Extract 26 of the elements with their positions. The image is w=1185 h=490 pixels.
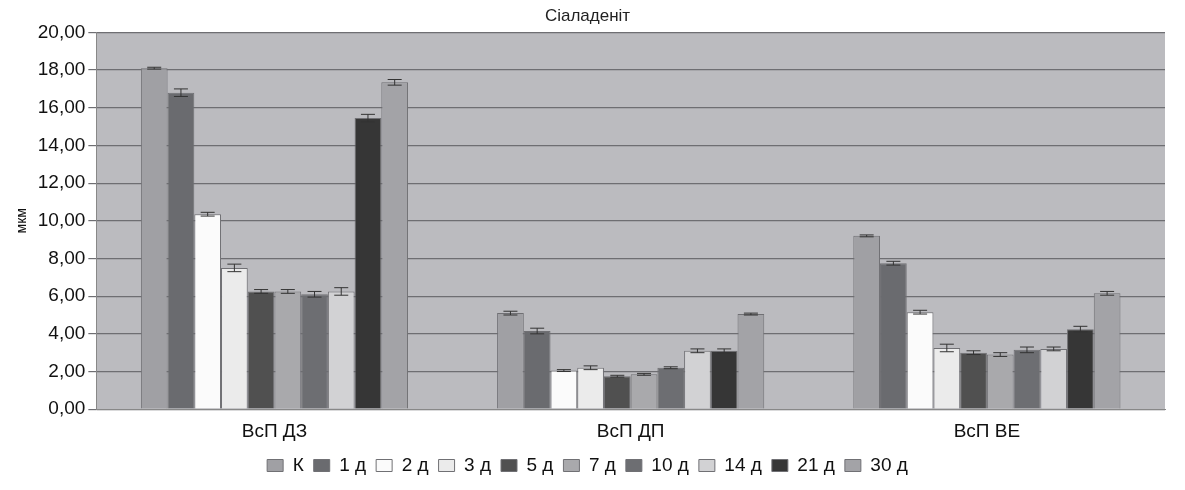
y-tick-label: 16,00 [37, 95, 86, 117]
legend-label: 10 д [651, 453, 689, 475]
x-tick-label: ВсП ДП [596, 419, 665, 441]
legend-label: 7 д [588, 453, 616, 475]
y-tick-label: 18,00 [37, 58, 86, 80]
legend-label: К [292, 453, 304, 475]
y-tick-label: 6,00 [48, 284, 86, 306]
legend-label: 30 д [870, 453, 908, 475]
y-tick-label: 10,00 [37, 209, 86, 231]
y-tick-label: 20,00 [37, 20, 86, 42]
y-tick-label: 0,00 [48, 397, 86, 419]
x-tick-label: ВсП ВЕ [953, 419, 1021, 441]
legend-label: 2 д [401, 453, 429, 475]
legend-label: 3 д [464, 453, 492, 475]
y-tick-label: 4,00 [48, 322, 86, 344]
y-tick-label: 8,00 [48, 246, 86, 268]
legend-label: 5 д [526, 453, 554, 475]
y-tick-label: 12,00 [37, 171, 86, 193]
legend-label: 1 д [339, 453, 367, 475]
legend-label: 21 д [797, 453, 835, 475]
chart-title: Сіаладеніт [544, 5, 631, 25]
x-tick-label: ВсП ДЗ [241, 419, 308, 441]
y-axis-title: мкм [13, 208, 30, 234]
y-tick-label: 2,00 [48, 359, 86, 381]
y-tick-label: 14,00 [37, 133, 86, 155]
legend-label: 14 д [724, 453, 762, 475]
